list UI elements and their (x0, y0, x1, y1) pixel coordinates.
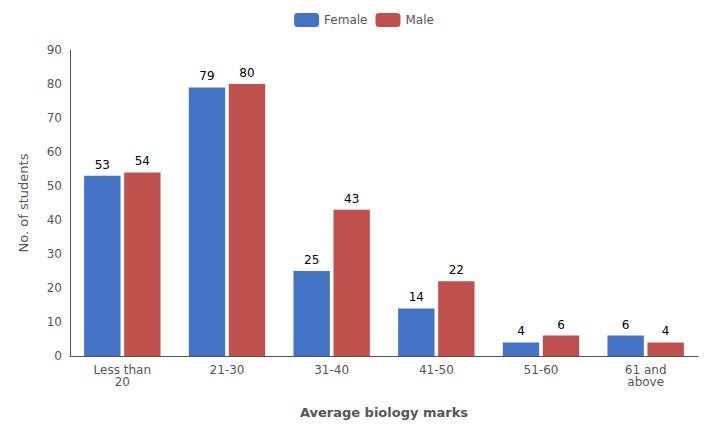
svg-text:22: 22 (449, 263, 464, 277)
svg-text:20: 20 (47, 281, 62, 295)
svg-text:No. of students: No. of students (16, 153, 31, 252)
svg-text:60: 60 (47, 145, 62, 159)
svg-text:61 and: 61 and (624, 363, 667, 377)
svg-text:6: 6 (557, 318, 565, 332)
svg-text:54: 54 (135, 154, 150, 168)
svg-text:25: 25 (304, 253, 319, 267)
svg-text:50: 50 (47, 179, 62, 193)
svg-text:53: 53 (95, 158, 110, 172)
svg-text:above: above (627, 375, 664, 389)
svg-text:31-40: 31-40 (314, 363, 349, 377)
svg-text:21-30: 21-30 (210, 363, 245, 377)
svg-text:Male: Male (405, 13, 433, 27)
svg-text:Female: Female (324, 13, 367, 27)
svg-text:6: 6 (622, 318, 630, 332)
svg-text:79: 79 (199, 69, 214, 83)
svg-text:70: 70 (47, 111, 62, 125)
svg-text:Less than: Less than (93, 363, 152, 377)
svg-text:90: 90 (47, 43, 62, 57)
svg-text:41-50: 41-50 (419, 363, 454, 377)
svg-text:14: 14 (409, 290, 424, 304)
svg-text:4: 4 (517, 324, 525, 338)
svg-text:20: 20 (115, 375, 130, 389)
svg-text:43: 43 (344, 192, 359, 206)
svg-text:4: 4 (662, 324, 670, 338)
svg-text:40: 40 (47, 213, 62, 227)
svg-text:0: 0 (54, 349, 62, 363)
svg-text:Average biology marks: Average biology marks (300, 405, 468, 420)
svg-text:80: 80 (239, 66, 254, 80)
svg-text:30: 30 (47, 247, 62, 261)
svg-text:80: 80 (47, 77, 62, 91)
svg-text:10: 10 (47, 315, 62, 329)
svg-text:51-60: 51-60 (524, 363, 559, 377)
